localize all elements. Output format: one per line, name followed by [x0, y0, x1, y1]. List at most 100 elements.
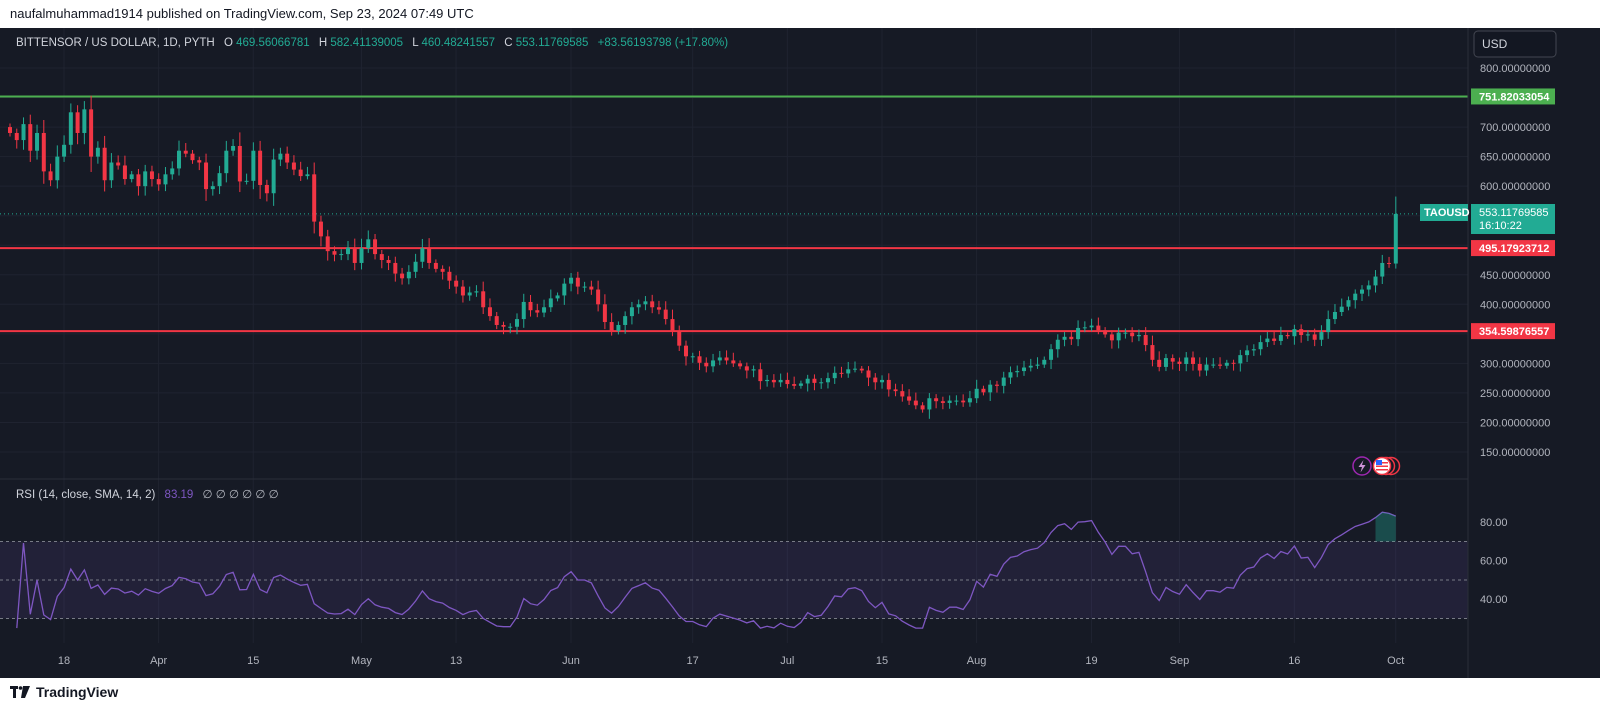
- candle-body: [68, 112, 73, 145]
- time-tick-label: Jun: [562, 655, 580, 667]
- candle-body: [623, 316, 628, 325]
- candle-body: [1218, 364, 1223, 366]
- publisher-line: naufalmuhammad1914 published on TradingV…: [10, 6, 474, 21]
- time-tick-label: Aug: [967, 655, 987, 667]
- candle-body: [927, 398, 932, 410]
- candle-body: [1211, 364, 1216, 366]
- candle-body: [744, 366, 749, 371]
- ticker-label: TAOUSD: [1424, 207, 1470, 219]
- level-price-tag: [1471, 88, 1555, 105]
- time-tick-label: 13: [450, 655, 462, 667]
- candle-body: [650, 301, 655, 308]
- candle-body: [440, 268, 445, 272]
- candle-body: [339, 254, 344, 256]
- candle-body: [1143, 335, 1148, 346]
- candle-body: [880, 379, 885, 383]
- time-tick-label: 19: [1085, 655, 1097, 667]
- rsi-line: [16, 511, 1397, 629]
- lightning-event-icon[interactable]: [1352, 456, 1372, 476]
- candle-body: [454, 280, 459, 287]
- candle-body: [1008, 372, 1013, 378]
- candle-body: [940, 401, 945, 403]
- candle-body: [109, 162, 114, 181]
- candle-body: [210, 186, 215, 190]
- candle-body: [1177, 361, 1182, 364]
- candle-body: [433, 262, 438, 269]
- candle-body: [251, 150, 256, 181]
- candle-body: [893, 389, 898, 392]
- candles: [8, 95, 1398, 419]
- level-price-tag: [1471, 240, 1555, 257]
- rsi-axis: 80.00 60.00 40.00: [1480, 517, 1508, 606]
- candle-body: [136, 174, 141, 187]
- candle-body: [913, 400, 918, 406]
- candle-body: [1360, 289, 1364, 294]
- chart-area[interactable]: 800.00000000750.00000000700.00000000650.…: [0, 28, 1600, 678]
- price-tick-label: 400.00000000: [1480, 299, 1550, 311]
- legend-o-label: O: [224, 37, 233, 49]
- last-price-tag: 553.11769585 16:10:22: [1471, 204, 1555, 234]
- candle-body: [751, 369, 756, 371]
- last-price-countdown: 16:10:22: [1479, 220, 1522, 232]
- candle-body: [1184, 357, 1189, 364]
- candle-body: [231, 145, 236, 151]
- candle-body: [149, 171, 154, 180]
- price-tick-label: 300.00000000: [1480, 358, 1550, 370]
- candle-body: [393, 262, 398, 274]
- candle-body: [1103, 330, 1108, 335]
- rsi-legend-value: 83.19: [165, 489, 194, 501]
- candle-body: [413, 261, 418, 272]
- legend-high: 582.41139005: [330, 37, 403, 49]
- candle-body: [711, 360, 716, 367]
- candle-body: [474, 291, 479, 293]
- legend-h-label: H: [319, 37, 327, 49]
- candle-body: [278, 153, 283, 160]
- candle-body: [1305, 334, 1310, 336]
- currency-label: USD: [1482, 37, 1508, 51]
- candle-body: [332, 251, 337, 255]
- price-tick-label: 700.00000000: [1480, 122, 1550, 134]
- time-tick-label: Oct: [1387, 655, 1404, 667]
- candle-body: [765, 379, 770, 382]
- candle-body: [48, 171, 53, 181]
- candle-body: [55, 156, 60, 181]
- legend-c-label: C: [504, 37, 512, 49]
- us-flag-event-icon[interactable]: [1372, 456, 1401, 476]
- candle-body: [82, 109, 87, 133]
- candle-body: [28, 124, 33, 151]
- candle-body: [1055, 339, 1060, 350]
- price-tick-label: 250.00000000: [1480, 388, 1550, 400]
- level-price-label: 751.82033054: [1479, 91, 1550, 103]
- candle-body: [217, 173, 222, 187]
- candle-body: [14, 132, 19, 141]
- currency-button[interactable]: USD: [1473, 30, 1557, 58]
- candle-body: [521, 301, 526, 320]
- candlestick-chart[interactable]: 800.00000000750.00000000700.00000000650.…: [0, 28, 1600, 678]
- price-tick-label: 800.00000000: [1480, 63, 1550, 75]
- candle-body: [825, 378, 830, 383]
- time-tick-label: Sep: [1170, 655, 1190, 667]
- rsi-tick-label: 40.00: [1480, 594, 1508, 606]
- candle-body: [981, 388, 986, 393]
- candle-body: [738, 363, 743, 367]
- candle-body: [731, 360, 736, 364]
- candle-body: [1326, 319, 1331, 333]
- candle-body: [373, 239, 378, 255]
- candle-body: [1069, 336, 1074, 340]
- candle-body: [785, 379, 790, 385]
- candle-body: [1130, 332, 1135, 337]
- grid-lines: [0, 28, 1468, 643]
- candle-body: [548, 298, 553, 308]
- candle-body: [609, 322, 614, 331]
- candle-body: [1096, 325, 1101, 331]
- candle-body: [602, 304, 607, 323]
- candle-body: [1251, 349, 1256, 351]
- level-price-label: 495.17923712: [1479, 243, 1549, 255]
- candle-body: [819, 382, 824, 384]
- candle-body: [197, 160, 202, 163]
- rsi-legend-placeholders: ∅ ∅ ∅ ∅ ∅ ∅: [203, 489, 279, 501]
- candle-body: [859, 368, 864, 371]
- candle-body: [663, 309, 668, 320]
- legend-l-label: L: [412, 37, 419, 49]
- legend-symbol: BITTENSOR / US DOLLAR, 1D, PYTH: [16, 37, 215, 49]
